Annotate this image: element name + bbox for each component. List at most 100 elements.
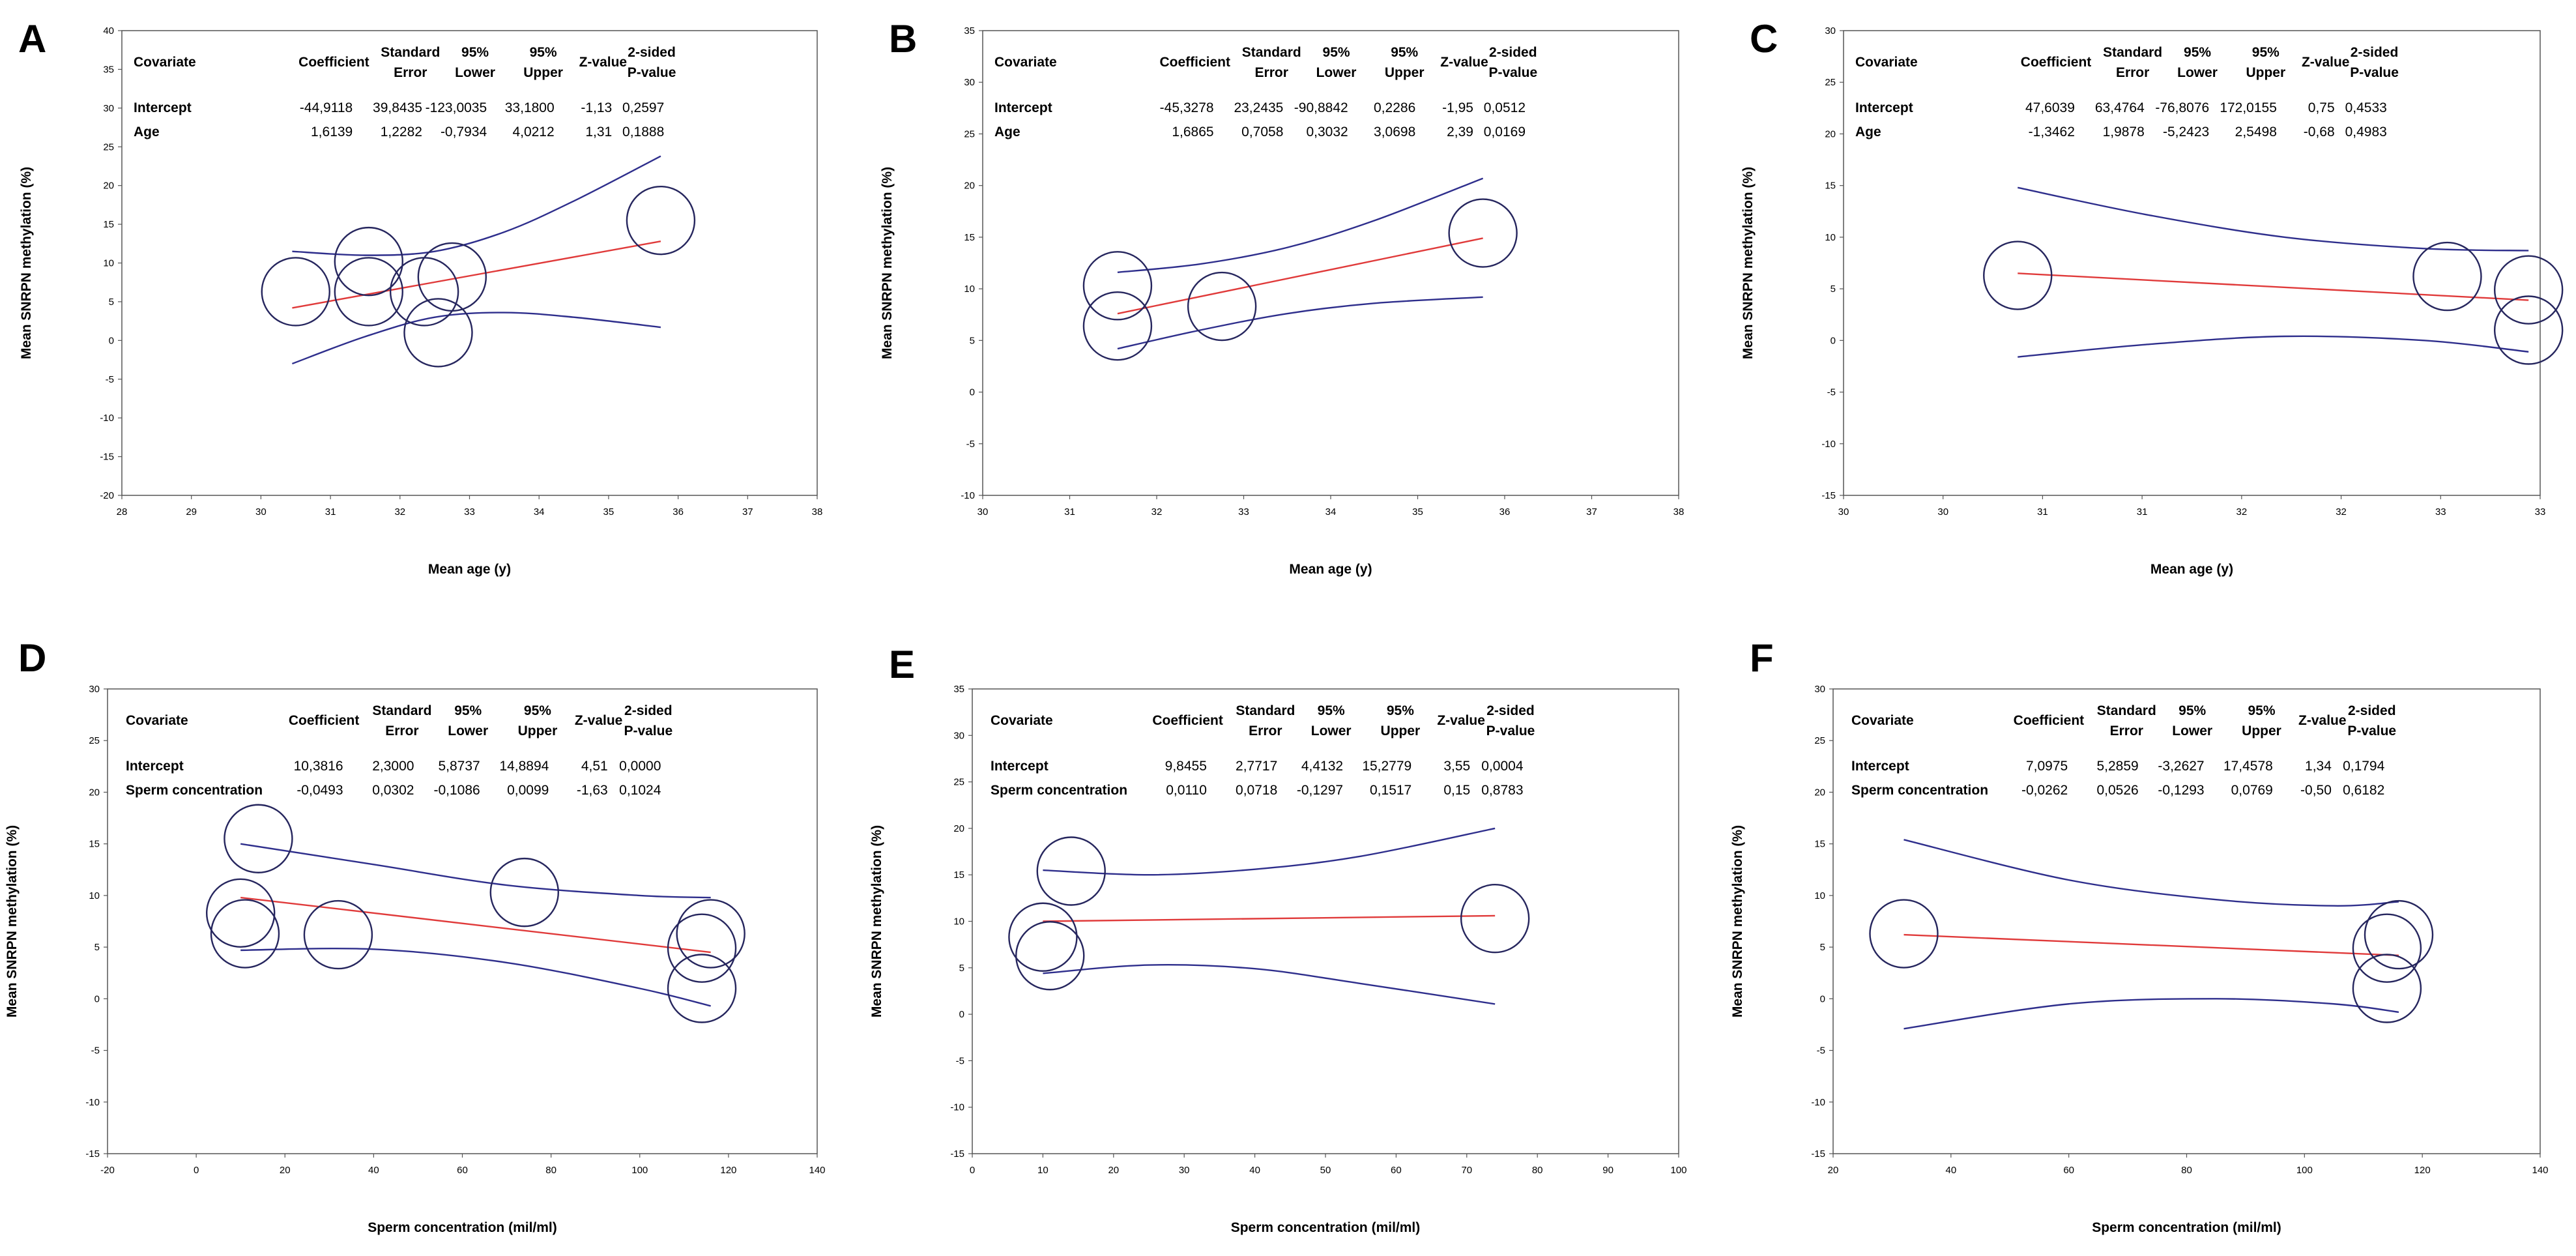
table-header-line: Z-value	[2298, 713, 2347, 728]
table-header-line: 95%	[454, 703, 482, 718]
y-tick-label: 30	[103, 103, 114, 114]
y-tick-label: 10	[103, 258, 114, 269]
table-header-line: Z-value	[575, 713, 623, 728]
y-tick-label: 25	[953, 777, 964, 788]
table-cell: -45,3278	[1160, 100, 1214, 115]
table-header-line: 95%	[524, 703, 551, 718]
table-header-cell: Standard Error	[1236, 703, 1295, 738]
y-tick-label: 30	[953, 730, 964, 741]
lower-confidence-line	[1117, 296, 1483, 350]
x-tick-label: 31	[1064, 506, 1075, 518]
y-tick-label: 10	[89, 890, 100, 901]
x-tick-label: 40	[368, 1165, 379, 1176]
x-tick-label: 80	[2181, 1165, 2192, 1176]
table-header-line: P-value	[1486, 723, 1535, 738]
table-header-cell: 95% Upper	[2242, 703, 2281, 738]
table-header-line: Lower	[448, 723, 488, 738]
lower-confidence-line	[2018, 335, 2529, 358]
plot-frame	[1843, 30, 2541, 496]
table-header-line: Lower	[1316, 65, 1357, 80]
table-cell: 2,5498	[2235, 124, 2277, 139]
lower-confidence-line	[240, 947, 711, 1007]
data-point-bubble	[1082, 251, 1153, 321]
panel-letter: D	[18, 636, 46, 680]
table-cell: -90,8842	[1294, 100, 1348, 115]
y-tick-label: 15	[103, 219, 114, 230]
table-header-line: 2-sided	[2351, 45, 2399, 60]
x-tick-label: 36	[673, 506, 684, 518]
table-header-line: P-value	[628, 65, 676, 80]
y-tick-label: 0	[1831, 335, 1836, 346]
table-cell: 0,4983	[2345, 124, 2387, 139]
x-tick-label: 32	[2336, 506, 2347, 518]
table-header-line: Coefficient	[1159, 55, 1230, 70]
x-tick-label: 50	[1320, 1165, 1331, 1176]
regression-line	[1903, 933, 2399, 956]
data-point-bubble	[1187, 271, 1257, 342]
table-header-line: Lower	[455, 65, 495, 80]
table-header-cell: Coefficient	[1152, 713, 1223, 728]
data-point-bubble	[224, 804, 293, 873]
y-tick-label: 0	[1820, 993, 1825, 1004]
x-tick-label: 33	[2435, 506, 2446, 518]
table-header-cell: Standard Error	[372, 703, 431, 738]
data-point-bubble	[676, 899, 745, 969]
table-header-line: 95%	[1387, 703, 1414, 718]
regression-line	[2018, 272, 2529, 301]
table-cell: 0,0302	[372, 783, 414, 798]
table-header-cell: Z-value	[575, 713, 623, 728]
table-header-cell: 95% Lower	[448, 703, 488, 738]
y-tick-label: 30	[964, 77, 975, 88]
table-header-line: 2-sided	[628, 45, 676, 60]
x-tick-label: 35	[603, 506, 615, 518]
table-row-label: Intercept	[1855, 100, 1913, 115]
data-point-bubble	[417, 242, 487, 312]
x-tick-label: 90	[1602, 1165, 1614, 1176]
lower-confidence-line	[291, 312, 661, 365]
y-tick-label: 25	[1825, 77, 1836, 88]
y-tick-label: 10	[1814, 890, 1825, 901]
y-tick-label: 15	[953, 869, 964, 881]
data-point-bubble	[1869, 899, 1939, 969]
table-header-line: Standard	[2097, 703, 2156, 718]
x-tick-label: 120	[2414, 1165, 2431, 1176]
table-header-cell: 95% Upper	[2246, 45, 2285, 80]
table-cell: -0,0493	[297, 783, 343, 798]
table-header-line: Error	[394, 65, 427, 80]
y-tick-label: 15	[964, 232, 975, 243]
x-tick-label: 33	[2535, 506, 2546, 518]
table-row-label: Intercept	[134, 100, 192, 115]
chart-panel-b: B -10 -5 0 5 10 15 20 25 30 35 30 31 32 33 34 35 36 37 38 Me…	[880, 17, 1684, 577]
y-tick-label: 20	[1814, 787, 1825, 798]
table-header-line: Coefficient	[298, 55, 369, 70]
table-header-line: Lower	[2172, 723, 2212, 738]
table-cell: 4,51	[581, 759, 608, 774]
y-tick-label: -10	[1811, 1097, 1825, 1108]
table-header-line: 2-sided	[1486, 703, 1535, 718]
y-tick-label: 15	[1825, 181, 1836, 192]
x-tick-label: 34	[534, 506, 545, 518]
table-header-line: 95%	[461, 45, 489, 60]
table-cell: 1,34	[2305, 759, 2332, 774]
x-tick-label: 30	[1838, 506, 1849, 518]
table-header-cell: Coefficient	[2014, 713, 2085, 728]
table-cell: -44,9118	[300, 100, 353, 115]
data-point-bubble	[2352, 913, 2422, 983]
table-header-line: 95%	[2184, 45, 2211, 60]
table-header-line: 95%	[2248, 703, 2275, 718]
table-cell: 4,4132	[1301, 759, 1343, 774]
table-row-label: Age	[994, 124, 1020, 139]
regression-line	[292, 241, 661, 309]
y-tick-label: 25	[964, 128, 975, 139]
x-tick-label: 80	[545, 1165, 557, 1176]
data-point-bubble	[2412, 241, 2482, 312]
upper-confidence-line	[1043, 827, 1496, 876]
x-tick-label: 10	[1037, 1165, 1049, 1176]
table-header-line: Standard	[1236, 703, 1295, 718]
table-header-line: Upper	[1381, 723, 1421, 738]
y-tick-label: 5	[1820, 942, 1825, 953]
table-cell: 0,2286	[1374, 100, 1415, 115]
y-tick-label: 0	[109, 335, 114, 346]
table-row-label: Sperm concentration	[1851, 783, 1988, 798]
table-header-cell: 95% Lower	[2177, 45, 2218, 80]
